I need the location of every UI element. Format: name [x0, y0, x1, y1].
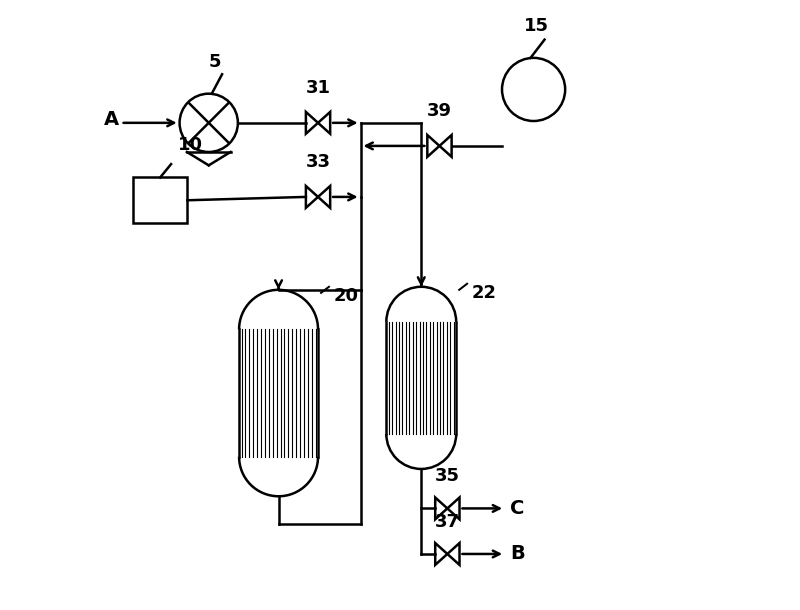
- Text: A: A: [104, 110, 119, 129]
- Text: B: B: [510, 545, 525, 564]
- Text: 22: 22: [471, 284, 496, 302]
- Text: 20: 20: [334, 287, 358, 305]
- Text: 33: 33: [306, 153, 330, 171]
- Text: C: C: [510, 499, 524, 518]
- Text: 10: 10: [178, 137, 203, 154]
- Text: 31: 31: [306, 79, 330, 98]
- Text: 5: 5: [209, 52, 221, 71]
- Bar: [133, 178, 187, 223]
- Text: 37: 37: [435, 513, 460, 531]
- Text: 39: 39: [427, 102, 452, 120]
- Text: 35: 35: [435, 467, 460, 486]
- Text: 15: 15: [524, 17, 549, 35]
